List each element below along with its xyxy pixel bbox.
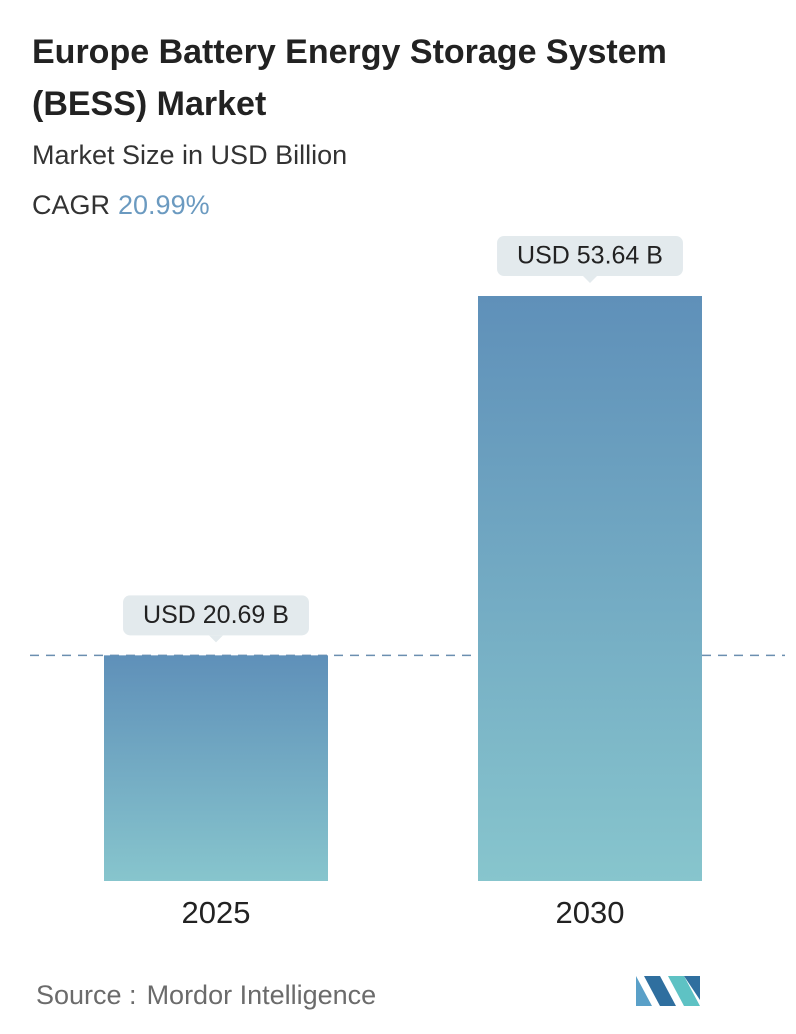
x-tick-label: 2025	[182, 895, 251, 930]
source: Source : Mordor Intelligence	[36, 980, 376, 1011]
data-label: USD 20.69 B	[143, 601, 289, 629]
cagr: CAGR 20.99%	[32, 190, 210, 221]
cagr-value: 20.99%	[118, 190, 210, 220]
source-label: Source :	[36, 980, 137, 1010]
x-tick-label: 2030	[556, 895, 625, 930]
chart-subtitle: Market Size in USD Billion	[32, 140, 348, 170]
data-label: USD 53.64 B	[517, 242, 663, 270]
label-bubble	[123, 595, 309, 636]
cagr-label: CAGR	[32, 190, 111, 220]
label-bubble	[497, 236, 683, 276]
label-pointer	[583, 276, 597, 283]
label-pointer	[209, 635, 223, 643]
logo	[636, 976, 700, 1006]
bar	[478, 296, 702, 881]
chart-title: Europe Battery Energy Storage System (BE…	[32, 33, 667, 123]
value-label: USD 20.69 B	[123, 595, 309, 643]
bar	[104, 655, 328, 881]
value-label: USD 53.64 B	[497, 236, 683, 283]
source-name: Mordor Intelligence	[146, 980, 377, 1010]
